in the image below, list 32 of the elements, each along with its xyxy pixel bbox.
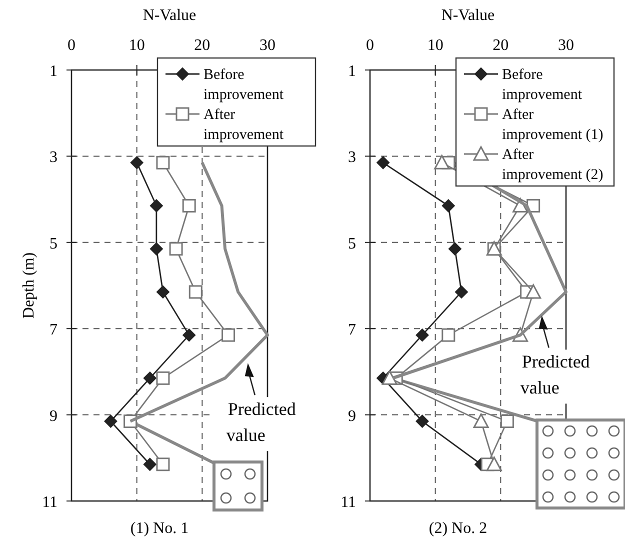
x-axis-title: N-Value <box>441 7 495 24</box>
legend-label: After improvement <box>204 107 284 143</box>
legend-label: After improvement (1) <box>502 107 604 143</box>
annotation: Predicted value <box>226 399 296 446</box>
x-tick-label: 0 <box>366 37 374 54</box>
x-tick-label: 20 <box>492 37 509 54</box>
annotation: Predicted value <box>520 352 590 398</box>
y-tick-label: 9 <box>348 408 356 425</box>
y-tick-label: 5 <box>348 235 356 252</box>
y-tick-label: 11 <box>340 494 356 511</box>
x-tick-label: 10 <box>128 37 145 54</box>
y-tick-label: 7 <box>348 322 356 339</box>
legend-label: After improvement (2) <box>502 147 604 183</box>
y-tick-label: 11 <box>42 494 58 511</box>
y-tick-label: 3 <box>50 149 58 166</box>
text: (2) No. 2 <box>428 520 488 537</box>
text: (1) No. 1 <box>130 520 189 537</box>
x-tick-label: 20 <box>194 37 210 54</box>
y-tick-label: 9 <box>50 408 58 425</box>
y-tick-label: 3 <box>348 149 356 166</box>
y-tick-label: 5 <box>50 235 58 252</box>
x-axis-title: N-Value <box>142 7 196 24</box>
x-tick-label: 30 <box>558 37 574 54</box>
x-tick-label: 0 <box>68 37 76 54</box>
x-tick-label: 30 <box>260 37 276 54</box>
y-axis-title: Depth (m) <box>20 252 38 319</box>
x-tick-label: 10 <box>427 37 444 54</box>
y-tick-label: 1 <box>348 63 356 80</box>
legend-label: Before improvement <box>204 67 284 103</box>
y-tick-label: 1 <box>50 63 58 80</box>
legend-label: Before improvement <box>502 67 583 103</box>
y-tick-label: 7 <box>50 322 58 339</box>
